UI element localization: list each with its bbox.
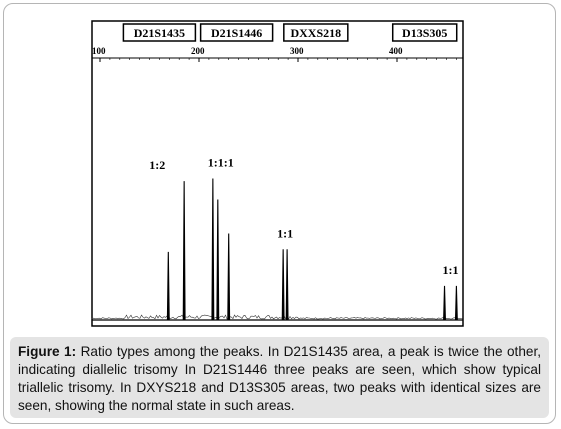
peak [454, 285, 458, 321]
locus-marker-box [283, 23, 349, 42]
peak [227, 233, 231, 321]
locus-marker: D21S1435 [122, 23, 197, 42]
locus-marker-label: D21S1446 [211, 26, 262, 40]
baseline-noise [91, 314, 463, 320]
peak [285, 249, 289, 321]
peak [443, 285, 446, 321]
locus-marker: D21S1446 [199, 23, 274, 42]
peak-ratio-label: 1:2 [149, 158, 165, 172]
locus-marker: DXXS218 [283, 23, 349, 42]
x-tick-label: 200 [191, 46, 205, 56]
plot-border [91, 20, 464, 327]
peak [182, 181, 186, 321]
caption-text: Ratio types among the peaks. In D21S1435… [18, 344, 541, 413]
peak [211, 178, 215, 321]
locus-marker-label: D21S1435 [134, 26, 185, 40]
x-tick-label: 400 [389, 46, 403, 56]
locus-marker-box [199, 23, 274, 42]
locus-marker-box [122, 23, 197, 42]
locus-marker-label: D13S305 [402, 26, 447, 40]
figure-caption: Figure 1: Ratio types among the peaks. I… [10, 337, 549, 418]
locus-marker-box [391, 23, 458, 42]
caption-label: Figure 1: [18, 344, 77, 359]
peak-ratio-label: 1:1 [442, 263, 458, 277]
peak [166, 251, 170, 321]
locus-marker-label: DXXS218 [290, 26, 341, 40]
locus-marker: D13S305 [391, 23, 458, 42]
peak-ratio-label: 1:1:1 [208, 156, 234, 170]
peak [216, 199, 220, 321]
peak-ratio-label: 1:1 [277, 226, 293, 240]
x-tick-label: 300 [290, 46, 304, 56]
peak [281, 249, 285, 321]
x-tick-label: 100 [92, 46, 106, 56]
